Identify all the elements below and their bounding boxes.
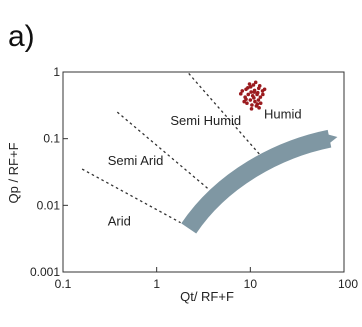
plot-frame bbox=[62, 71, 345, 273]
trend-arrow bbox=[181, 129, 338, 234]
y-axis-title: Qp / RF+F bbox=[6, 142, 21, 203]
data-point bbox=[240, 89, 245, 93]
data-point bbox=[245, 101, 249, 106]
data-point bbox=[249, 90, 253, 94]
data-point bbox=[250, 103, 254, 107]
data-point bbox=[246, 92, 251, 97]
data-point bbox=[248, 84, 253, 89]
region-label-semi-arid: Semi Arid bbox=[108, 153, 164, 168]
data-point bbox=[246, 85, 250, 90]
y-tick-label: 0.001 bbox=[30, 265, 60, 279]
data-point bbox=[252, 96, 256, 100]
data-point bbox=[255, 102, 260, 106]
data-point bbox=[238, 92, 243, 96]
data-point bbox=[262, 87, 267, 92]
region-label-arid: Arid bbox=[108, 213, 131, 228]
x-axis-title: Qt/ RF+F bbox=[180, 289, 234, 304]
region-boundaries bbox=[81, 73, 262, 224]
data-point bbox=[244, 97, 248, 102]
region-label-semi-humid: Semi Humid bbox=[170, 113, 241, 128]
data-point bbox=[253, 99, 257, 104]
y-tick-label: 1 bbox=[53, 65, 60, 79]
x-tick-label: 0.1 bbox=[55, 277, 72, 291]
data-point bbox=[255, 90, 260, 95]
y-tick-label: 0.01 bbox=[37, 198, 61, 212]
data-point bbox=[261, 92, 265, 97]
y-tick-label: 0.1 bbox=[43, 132, 60, 146]
data-point bbox=[258, 95, 263, 99]
region-boundary-line bbox=[81, 168, 181, 224]
data-point bbox=[256, 98, 261, 102]
data-point bbox=[248, 98, 253, 102]
data-point bbox=[257, 106, 261, 110]
x-tick-label: 100 bbox=[338, 277, 358, 291]
data-point bbox=[249, 107, 254, 111]
region-labels: Arid Semi Arid Semi Humid Humid bbox=[108, 107, 302, 229]
data-point bbox=[253, 80, 258, 85]
axes: 0.1 1 10 100 0.001 0.01 0.1 1 bbox=[30, 65, 358, 291]
data-point bbox=[252, 88, 257, 93]
data-point bbox=[258, 101, 263, 106]
data-point bbox=[257, 84, 262, 88]
region-label-humid: Humid bbox=[264, 107, 302, 122]
data-point bbox=[247, 82, 252, 86]
data-points bbox=[238, 80, 267, 111]
x-tick-label: 10 bbox=[244, 277, 258, 291]
region-boundary-line bbox=[188, 73, 262, 157]
panel-label: a) bbox=[8, 20, 35, 53]
data-point bbox=[251, 83, 256, 87]
x-tick-label: 1 bbox=[153, 277, 160, 291]
